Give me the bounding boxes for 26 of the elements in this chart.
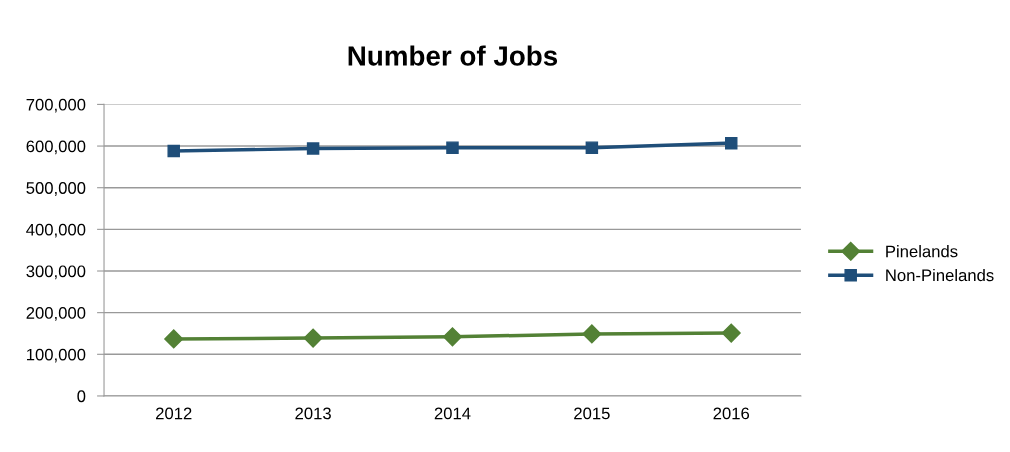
x-tick-label: 2016 (713, 407, 750, 420)
point (164, 329, 184, 349)
y-tick-label: 500,000 (26, 182, 86, 196)
legend-label: Non-Pinelands (886, 268, 994, 282)
chart-title: Number of Jobs (348, 45, 558, 66)
y-tick-label: 400,000 (26, 223, 86, 238)
x-tick-label: 2015 (574, 407, 610, 420)
y-tick-label: 700,000 (26, 98, 86, 113)
point (582, 324, 602, 344)
x-tick-label: 2013 (295, 407, 331, 420)
y-tick-label: 0 (77, 390, 86, 403)
point (303, 328, 323, 348)
y-tick-label: 100,000 (27, 348, 86, 363)
point (585, 141, 599, 154)
x-tick-label: 2012 (156, 407, 192, 420)
y-tick-label: 200,000 (26, 307, 86, 321)
legend-label: Pinelands (886, 245, 958, 258)
point (306, 142, 320, 155)
x-tick-label: 2014 (434, 407, 471, 420)
point (442, 327, 463, 347)
point (721, 323, 741, 343)
point (167, 144, 180, 158)
y-tick-label: 600,000 (26, 140, 86, 155)
point (724, 136, 738, 150)
y-tick-label: 300,000 (26, 265, 86, 280)
point (446, 141, 459, 154)
